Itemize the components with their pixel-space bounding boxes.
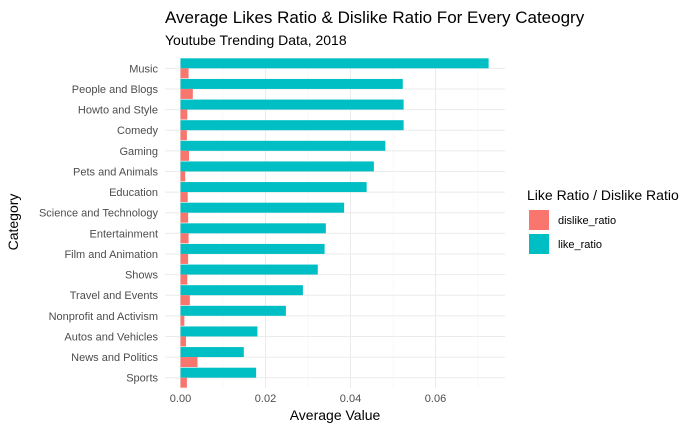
y-axis-title: Category [5, 194, 21, 251]
chart-subtitle: Youtube Trending Data, 2018 [165, 32, 347, 48]
bar-dislike-ratio [180, 274, 188, 285]
x-tick-label: 0.00 [170, 393, 191, 405]
x-tick-label: 0.04 [340, 393, 361, 405]
y-tick-label: Autos and Vehicles [64, 331, 158, 343]
bar-dislike-ratio [180, 212, 189, 223]
y-tick-label: People and Blogs [72, 84, 159, 96]
bar-dislike-ratio [180, 109, 188, 120]
y-tick-label: Gaming [119, 146, 158, 158]
bar-like-ratio [180, 305, 286, 316]
y-tick-label: Music [129, 63, 158, 75]
x-axis-title: Average Value [290, 407, 381, 423]
legend-swatch [529, 210, 549, 230]
bar-like-ratio [180, 140, 386, 151]
y-tick-labels: Music People and Blogs Howto and Style Come… [39, 63, 159, 384]
y-tick-label: Entertainment [90, 228, 158, 240]
bar-dislike-ratio [180, 295, 190, 306]
bar-like-ratio [180, 326, 258, 337]
y-tick-label: Sports [126, 373, 158, 385]
bar-like-ratio [180, 58, 489, 69]
bar-like-ratio [180, 202, 345, 213]
y-tick-label: Science and Technology [39, 208, 159, 220]
bar-dislike-ratio [180, 357, 198, 368]
bar-like-ratio [180, 367, 257, 378]
legend-label: like_ratio [558, 239, 602, 251]
bar-like-ratio [180, 99, 404, 110]
legend-title: Like Ratio / Dislike Ratio [527, 187, 679, 203]
bars [180, 58, 489, 388]
bar-dislike-ratio [180, 336, 187, 347]
y-tick-label: Comedy [117, 125, 158, 137]
bar-dislike-ratio [180, 171, 186, 182]
y-tick-label: Nonprofit and Activism [49, 311, 158, 323]
y-tick-label: Howto and Style [78, 105, 158, 117]
bar-like-ratio [180, 264, 318, 275]
y-tick-label: Pets and Animals [73, 166, 158, 178]
bar-dislike-ratio [180, 233, 189, 244]
chart-title: Average Likes Ratio & Dislike Ratio For … [165, 8, 585, 27]
bar-like-ratio [180, 223, 326, 234]
legend-swatch [529, 234, 549, 254]
bar-dislike-ratio [180, 88, 193, 99]
bar-like-ratio [180, 285, 303, 296]
bar-dislike-ratio [180, 377, 187, 388]
x-tick-label: 0.02 [255, 393, 276, 405]
y-tick-label: Travel and Events [70, 290, 159, 302]
bar-dislike-ratio [180, 68, 189, 79]
bar-dislike-ratio [180, 315, 185, 326]
x-tick-label: 0.06 [425, 393, 446, 405]
bar-like-ratio [180, 182, 367, 193]
legend: Like Ratio / Dislike Ratio dislike_ratio… [527, 187, 679, 254]
bar-like-ratio [180, 78, 403, 89]
bar-like-ratio [180, 243, 325, 254]
bar-like-ratio [180, 347, 244, 358]
bar-dislike-ratio [180, 130, 187, 141]
bar-dislike-ratio [180, 150, 189, 161]
y-tick-label: Education [109, 187, 158, 199]
bar-dislike-ratio [180, 192, 188, 203]
bar-dislike-ratio [180, 253, 189, 264]
y-tick-label: Shows [125, 270, 159, 282]
y-tick-label: Film and Animation [64, 249, 158, 261]
bar-like-ratio [180, 161, 374, 172]
x-tick-labels: 0.00 0.02 0.04 0.06 [170, 393, 446, 405]
y-tick-label: News and Politics [71, 352, 158, 364]
legend-label: dislike_ratio [558, 215, 616, 227]
bar-like-ratio [180, 120, 404, 131]
